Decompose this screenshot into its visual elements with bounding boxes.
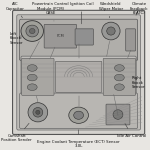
FancyBboxPatch shape: [75, 29, 93, 45]
Text: Right
Knock
Sensor: Right Knock Sensor: [132, 76, 146, 89]
Text: A/C
Capacitor: A/C Capacitor: [6, 2, 25, 18]
Text: Idle Air Control: Idle Air Control: [117, 124, 147, 138]
Ellipse shape: [27, 74, 37, 81]
FancyBboxPatch shape: [22, 58, 54, 95]
Ellipse shape: [27, 65, 37, 71]
Ellipse shape: [102, 22, 120, 40]
Text: Powertrain Control
Module (PCM)
CASE: Powertrain Control Module (PCM) CASE: [32, 2, 69, 21]
FancyBboxPatch shape: [21, 56, 136, 98]
Ellipse shape: [114, 74, 124, 81]
Ellipse shape: [26, 25, 39, 37]
FancyBboxPatch shape: [20, 19, 138, 61]
Ellipse shape: [113, 110, 123, 119]
FancyBboxPatch shape: [17, 15, 140, 130]
Ellipse shape: [107, 27, 115, 35]
Ellipse shape: [21, 21, 44, 41]
Ellipse shape: [28, 103, 48, 122]
Text: PCM: PCM: [57, 34, 64, 38]
FancyBboxPatch shape: [55, 61, 102, 92]
Text: Engine Coolant Temperature (ECT) Sensor
3.0L: Engine Coolant Temperature (ECT) Sensor …: [37, 130, 120, 148]
Ellipse shape: [69, 107, 88, 123]
Ellipse shape: [27, 84, 37, 90]
Ellipse shape: [74, 111, 84, 119]
Ellipse shape: [36, 110, 40, 114]
FancyBboxPatch shape: [13, 10, 145, 134]
Ellipse shape: [29, 28, 35, 34]
FancyBboxPatch shape: [44, 24, 76, 48]
Text: Camshaft
Position Sender: Camshaft Position Sender: [2, 123, 32, 142]
Text: Climate
Feedback
(EATC): Climate Feedback (EATC): [130, 2, 148, 15]
Text: Ignition Coil: Ignition Coil: [70, 2, 93, 24]
Ellipse shape: [33, 108, 43, 117]
Text: Windshield
Wiper Motor: Windshield Wiper Motor: [99, 2, 123, 18]
FancyBboxPatch shape: [20, 93, 138, 129]
FancyBboxPatch shape: [126, 29, 136, 51]
FancyBboxPatch shape: [103, 58, 136, 95]
FancyBboxPatch shape: [106, 104, 130, 125]
Ellipse shape: [114, 65, 124, 71]
Text: Left
Knock
Sensor: Left Knock Sensor: [10, 32, 23, 45]
Ellipse shape: [114, 84, 124, 90]
